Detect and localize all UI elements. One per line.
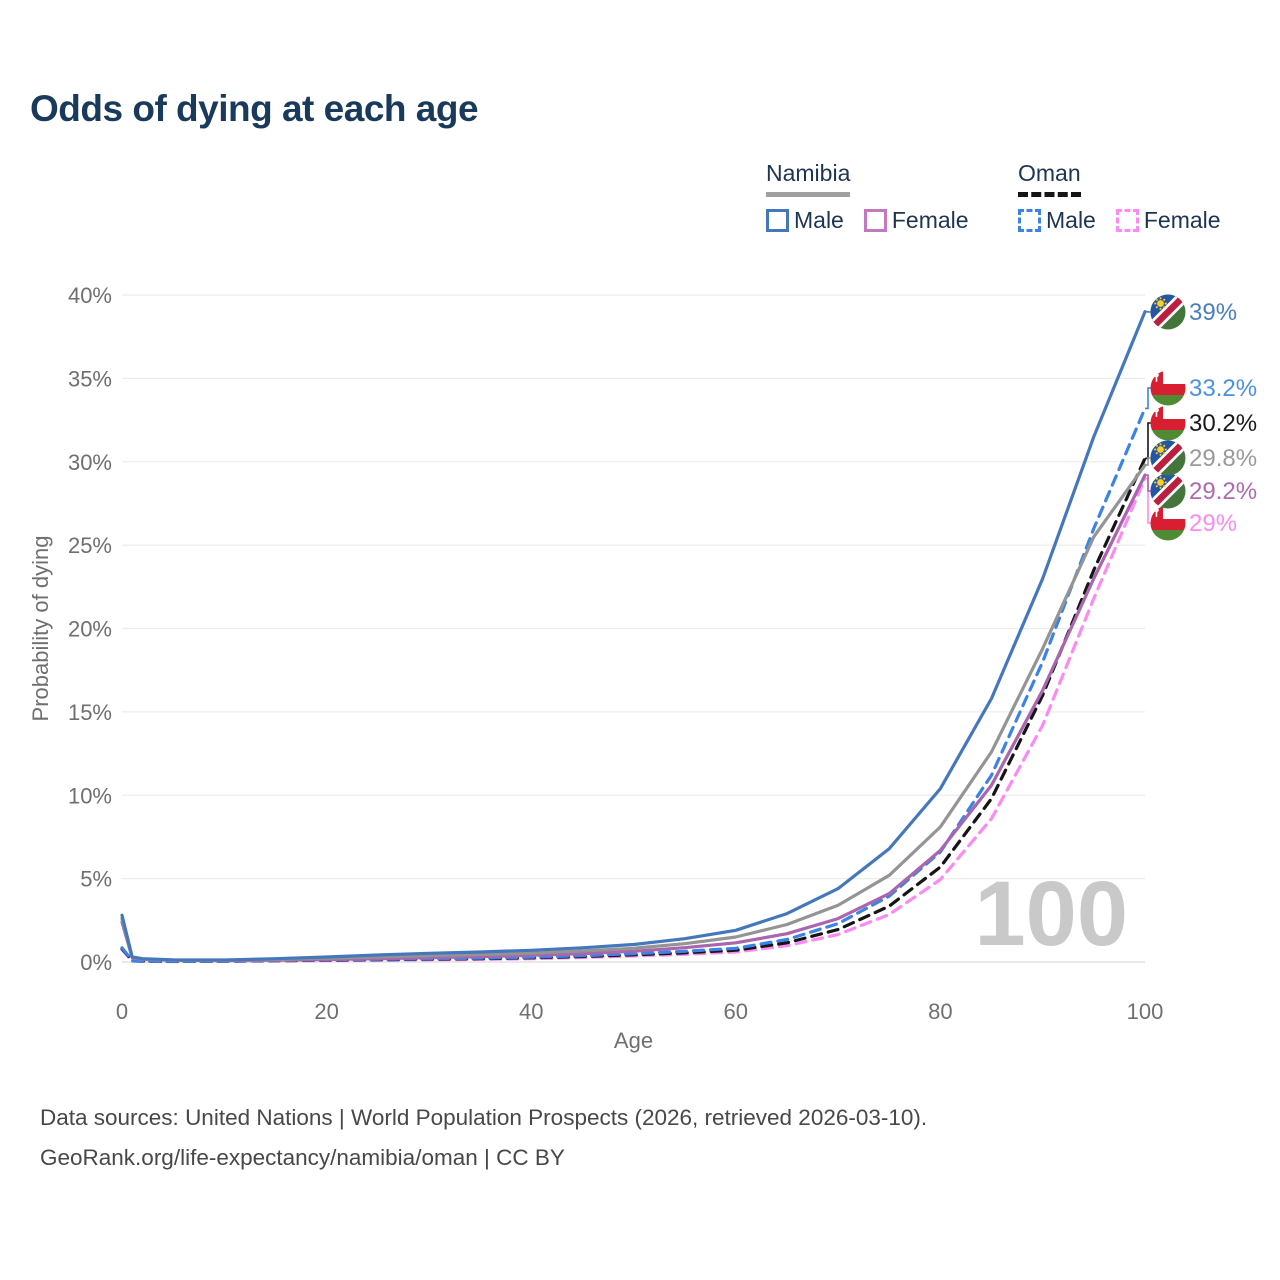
x-tick-label: 20 [314,999,338,1024]
end-value-label-namibia-female: 29.2% [1189,478,1257,505]
namibia-flag-icon [1150,294,1186,330]
namibia-flag-icon [1150,440,1186,476]
legend-group-oman: Oman Male Female [1018,160,1241,234]
end-value-label-oman-male: 33.2% [1189,375,1257,402]
x-max-watermark: 100 [975,863,1129,965]
legend-item-namibia-female[interactable]: Female [863,207,969,234]
end-value-label-oman-female: 29% [1189,510,1237,537]
y-tick-label: 35% [68,366,112,391]
y-tick-label: 15% [68,700,112,725]
y-tick-label: 30% [68,450,112,475]
y-tick-label: 10% [68,783,112,808]
legend-item-label: Female [891,207,969,233]
y-tick-label: 40% [68,283,112,308]
x-axis-title: Age [614,1028,653,1053]
legend-country-namibia: Namibia [766,160,851,197]
namibia-female-swatch-icon[interactable] [863,209,887,232]
x-tick-label: 80 [928,999,952,1024]
end-value-label-namibia-total: 29.8% [1189,445,1257,472]
series-line-namibia-male [120,310,1147,962]
legend-item-oman-female[interactable]: Female [1115,207,1221,234]
y-tick-label: 25% [68,533,112,558]
page-title: Odds of dying at each age [30,88,479,129]
legend-group-namibia: Namibia Male Female [766,160,989,234]
x-tick-label: 40 [519,999,543,1024]
legend-item-oman-male[interactable]: Male [1018,207,1096,234]
legend-items-namibia: Male Female [766,207,989,234]
oman-flag-icon [1150,370,1186,406]
y-axis-title: Probability of dying [28,536,53,722]
x-tick-label: 100 [1127,999,1164,1024]
namibia-male-swatch-icon[interactable] [766,209,789,232]
y-tick-label: 20% [68,617,112,642]
data-sources: Data sources: United Nations | World Pop… [40,1098,927,1178]
odds-of-dying-chart: 100 0% 5% 10% 15% 20% 25% 30% 35% 40% 0 20 40 60 80 100… [28,283,1257,1053]
end-value-label-namibia-male: 39% [1189,299,1237,326]
end-value-label-oman-total: 30.2% [1189,410,1257,437]
data-sources-line1: Data sources: United Nations | World Pop… [40,1105,928,1130]
namibia-flag-icon [1150,473,1186,509]
oman-male-swatch-icon[interactable] [1018,209,1041,232]
legend-item-label: Male [794,207,844,233]
x-tick-label: 0 [116,999,128,1024]
legend-country-oman: Oman [1018,160,1081,197]
legend-item-namibia-male[interactable]: Male [766,207,844,234]
legend-items-oman: Male Female [1018,207,1241,234]
oman-flag-icon [1150,405,1186,441]
oman-female-swatch-icon[interactable] [1115,209,1139,232]
data-sources-line2: GeoRank.org/life-expectancy/namibia/oman… [40,1145,565,1170]
oman-flag-icon [1150,505,1186,541]
y-tick-label: 0% [80,950,112,975]
legend-item-label: Female [1143,207,1221,233]
x-tick-label: 60 [724,999,748,1024]
legend-item-label: Male [1046,207,1096,233]
y-tick-label: 5% [80,867,112,892]
